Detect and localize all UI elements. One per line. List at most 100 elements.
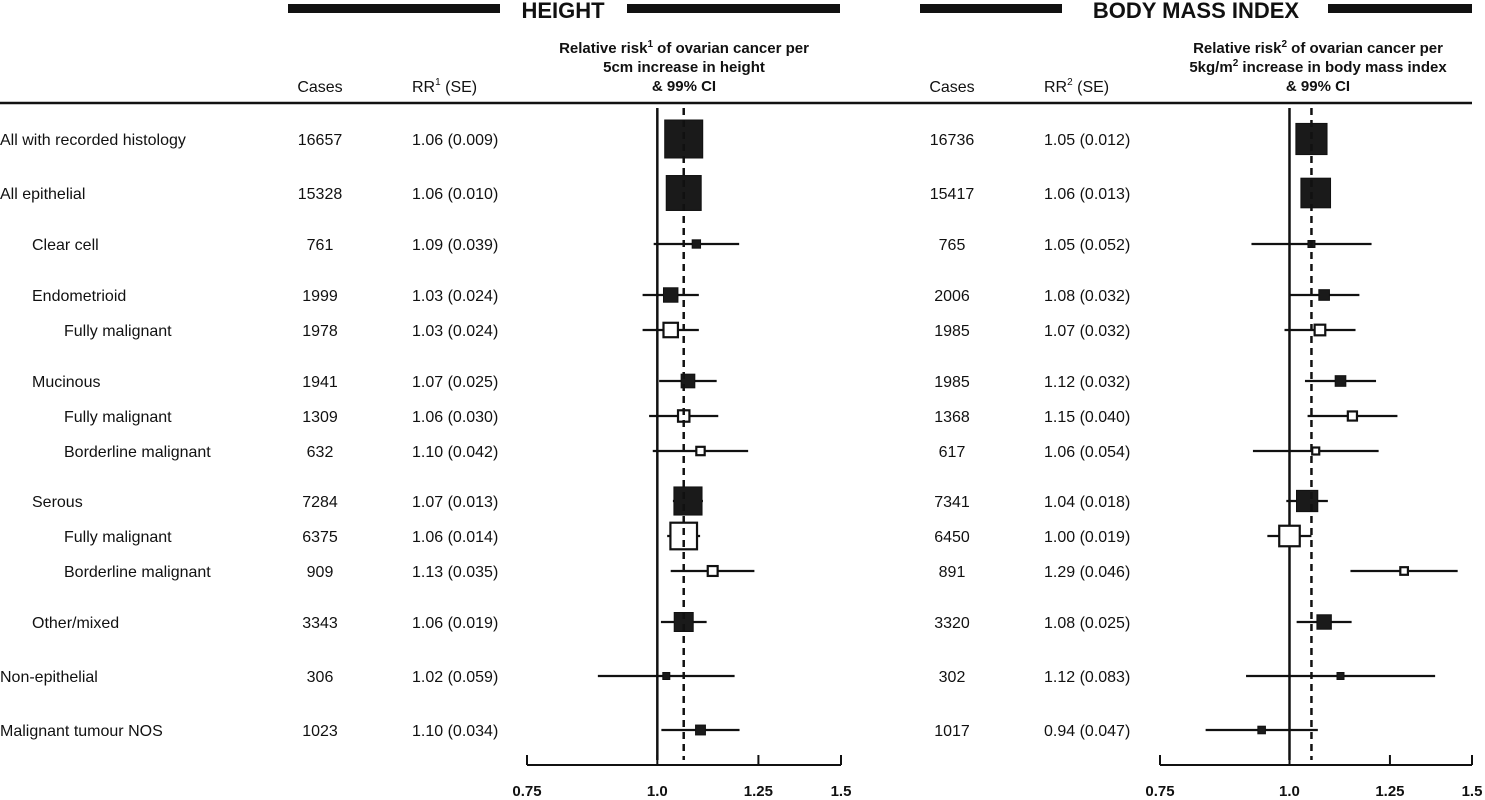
bmi-x-tick-label: 1.25 — [1375, 783, 1404, 800]
bmi-title: BODY MASS INDEX — [1093, 0, 1300, 23]
bmi-rr-value: 0.94 (0.047) — [1044, 723, 1130, 740]
height-x-tick-label: 1.0 — [647, 783, 668, 800]
row-label: All with recorded histology — [0, 132, 186, 149]
bmi-rr-header: RR2 (SE) — [1044, 77, 1109, 96]
height-x-tick-label: 0.75 — [512, 783, 541, 800]
bmi-rr-value: 1.07 (0.032) — [1044, 323, 1130, 340]
row-label: Serous — [32, 494, 83, 511]
bmi-rr-value: 1.08 (0.032) — [1044, 288, 1130, 305]
bmi-cases-value: 15417 — [930, 186, 975, 203]
height-cases-value: 306 — [307, 669, 334, 686]
row-label: Borderline malignant — [64, 444, 211, 461]
height-cases-value: 1309 — [302, 409, 338, 426]
height-estimate-box — [662, 321, 680, 339]
height-cases-value: 15328 — [298, 186, 343, 203]
bmi-cases-value: 1017 — [934, 723, 970, 740]
bmi-rr-value: 1.12 (0.032) — [1044, 374, 1130, 391]
bmi-estimate-box — [1334, 375, 1347, 387]
height-title-bar-left — [288, 4, 500, 13]
height-cases-value: 6375 — [302, 529, 338, 546]
height-rr-value: 1.13 (0.035) — [412, 564, 498, 581]
row-label: Non-epithelial — [0, 669, 98, 686]
height-cases-value: 761 — [307, 237, 334, 254]
bmi-axis-title-line3: & 99% CI — [1286, 78, 1350, 95]
height-rr-value: 1.03 (0.024) — [412, 288, 498, 305]
height-rr-value: 1.03 (0.024) — [412, 323, 498, 340]
row-label: Fully malignant — [64, 323, 172, 340]
row-label: Fully malignant — [64, 409, 172, 426]
bmi-estimate-box — [1311, 446, 1321, 456]
height-cases-value: 3343 — [302, 615, 338, 632]
bmi-cases-value: 6450 — [934, 529, 970, 546]
height-rr-value: 1.06 (0.009) — [412, 132, 498, 149]
height-estimate-box — [662, 672, 671, 680]
height-cases-value: 7284 — [302, 494, 338, 511]
bmi-cases-value: 7341 — [934, 494, 970, 511]
height-estimate-box — [662, 287, 679, 303]
height-cases-value: 1999 — [302, 288, 338, 305]
bmi-title-group: BODY MASS INDEX — [920, 0, 1472, 23]
height-axis-title-line1: Relative risk1 of ovarian cancer per — [559, 39, 809, 57]
row-label: Fully malignant — [64, 529, 172, 546]
bmi-rr-value: 1.05 (0.012) — [1044, 132, 1130, 149]
height-rr-value: 1.09 (0.039) — [412, 237, 498, 254]
bmi-rr-value: 1.06 (0.054) — [1044, 444, 1130, 461]
bmi-x-tick-label: 1.0 — [1279, 783, 1300, 800]
height-cases-value: 1941 — [302, 374, 338, 391]
data-rows: All with recorded histology 16657 1.06 (0.… — [0, 132, 1130, 740]
height-rr-value: 1.07 (0.013) — [412, 494, 498, 511]
bmi-estimate-box — [1257, 725, 1266, 735]
bmi-cases-value: 1368 — [934, 409, 970, 426]
bmi-estimate-box — [1318, 289, 1330, 301]
height-estimate-box — [706, 564, 719, 578]
bmi-cases-header: Cases — [929, 79, 974, 96]
bmi-title-bar-left — [920, 4, 1062, 13]
bmi-estimate-box — [1346, 410, 1359, 422]
bmi-cases-value: 3320 — [934, 615, 970, 632]
bmi-cases-value: 302 — [939, 669, 966, 686]
height-cases-value: 632 — [307, 444, 334, 461]
bmi-axis-title-line2: 5kg/m2 increase in body mass index — [1189, 58, 1447, 76]
height-cases-value: 1023 — [302, 723, 338, 740]
height-rr-value: 1.10 (0.042) — [412, 444, 498, 461]
bmi-cases-value: 1985 — [934, 374, 970, 391]
bmi-estimate-box — [1300, 177, 1332, 209]
bmi-axis-title-line1: Relative risk2 of ovarian cancer per — [1193, 39, 1443, 57]
bmi-title-bar-right — [1328, 4, 1472, 13]
bmi-estimate-box — [1278, 524, 1301, 548]
height-axis-title-line3: & 99% CI — [652, 78, 716, 95]
bmi-x-tick-label: 0.75 — [1145, 783, 1174, 800]
height-rr-value: 1.06 (0.010) — [412, 186, 498, 203]
height-cases-value: 909 — [307, 564, 334, 581]
height-estimate-box — [673, 486, 703, 516]
bmi-rr-value: 1.08 (0.025) — [1044, 615, 1130, 632]
row-label: Borderline malignant — [64, 564, 211, 581]
height-title: HEIGHT — [521, 0, 605, 23]
bmi-estimate-box — [1399, 566, 1410, 576]
bmi-rr-value: 1.12 (0.083) — [1044, 669, 1130, 686]
height-plot: 0.75 1.0 1.25 1.5 — [512, 108, 851, 800]
height-x-tick-label: 1.25 — [744, 783, 773, 800]
height-x-tick-label: 1.5 — [831, 783, 852, 800]
height-title-bar-right — [627, 4, 840, 13]
bmi-x-tick-label: 1.5 — [1462, 783, 1483, 800]
bmi-estimate-box — [1296, 489, 1319, 513]
height-rr-header: RR1 (SE) — [412, 77, 477, 96]
bmi-estimate-box — [1313, 323, 1327, 337]
bmi-cases-value: 617 — [939, 444, 966, 461]
height-rr-value: 1.06 (0.019) — [412, 615, 498, 632]
bmi-cases-value: 891 — [939, 564, 966, 581]
height-cases-value: 16657 — [298, 132, 343, 149]
bmi-estimate-box — [1316, 614, 1332, 630]
bmi-rr-value: 1.29 (0.046) — [1044, 564, 1130, 581]
row-label: Other/mixed — [32, 615, 119, 632]
height-rr-value: 1.10 (0.034) — [412, 723, 498, 740]
height-estimate-box — [695, 724, 706, 736]
height-cases-value: 1978 — [302, 323, 338, 340]
bmi-rr-value: 1.15 (0.040) — [1044, 409, 1130, 426]
row-label: All epithelial — [0, 186, 85, 203]
height-rr-value: 1.02 (0.059) — [412, 669, 498, 686]
height-cases-header: Cases — [297, 79, 342, 96]
height-estimate-box — [695, 445, 706, 457]
